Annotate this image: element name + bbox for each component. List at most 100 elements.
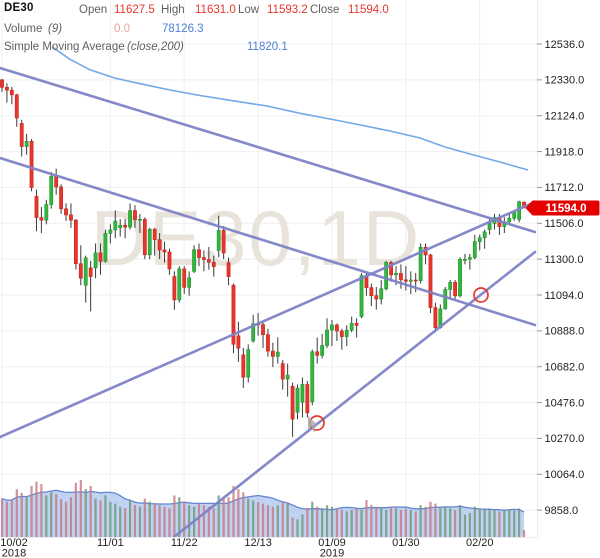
candle-body — [83, 257, 88, 286]
volume-bar — [202, 505, 206, 537]
volume-bar — [463, 514, 467, 537]
volume-bar — [483, 509, 486, 537]
candle-body — [44, 204, 49, 221]
candle-body — [467, 257, 472, 260]
candle-body — [310, 351, 315, 403]
candle-body — [5, 87, 9, 91]
volume-bar — [173, 495, 176, 537]
candle-body — [507, 217, 512, 223]
candle-body — [78, 263, 83, 279]
candle-body — [19, 123, 24, 147]
volume-bar — [124, 508, 127, 537]
volume-bar — [518, 508, 521, 537]
volume-bar — [444, 506, 447, 537]
volume-bar — [15, 489, 18, 537]
volume-bar — [360, 509, 363, 537]
volume-bar — [306, 508, 309, 537]
volume-bar — [257, 502, 260, 537]
sma-line[interactable] — [51, 46, 529, 171]
candle-body — [453, 281, 458, 297]
candle-body — [275, 351, 280, 357]
volume-bar — [183, 501, 186, 537]
annotation-circle[interactable] — [473, 287, 489, 303]
candle-body — [24, 141, 29, 147]
candle-body — [9, 89, 14, 96]
volume-bar — [109, 501, 112, 537]
volume-bar — [301, 514, 304, 537]
candle-body — [236, 335, 241, 349]
y-axis[interactable]: 12536.0 12330.0 12124.0 11918.0 11712.0 11506… — [537, 39, 584, 517]
volume-layer — [0, 480, 526, 537]
volume-bar — [291, 517, 294, 537]
y-axis-label: 11506.0 — [545, 218, 584, 230]
candle-body — [270, 350, 275, 357]
candle-body — [54, 175, 59, 188]
candle-body — [29, 141, 34, 188]
volume-bar — [163, 506, 166, 537]
volume-bar — [355, 508, 358, 537]
candle-body — [69, 214, 73, 221]
trend-line[interactable] — [0, 66, 537, 234]
candle-body — [133, 210, 137, 220]
trend-line[interactable] — [0, 200, 537, 439]
volume-bar — [276, 505, 279, 537]
y-axis-label: 10476.0 — [545, 397, 585, 409]
volume-bar — [217, 495, 220, 537]
volume-bar — [35, 481, 38, 537]
candle-body — [192, 249, 196, 272]
y-axis-label: 11094.0 — [545, 290, 584, 302]
y-axis-label: 12536.0 — [545, 39, 585, 51]
candle-body — [320, 345, 325, 356]
volume-bar — [439, 508, 442, 537]
volume-bar — [449, 508, 452, 537]
volume-bar — [237, 489, 240, 537]
candle-body — [280, 363, 285, 380]
candle-body — [290, 385, 295, 420]
volume-bar — [503, 509, 506, 537]
volume-bar — [69, 497, 73, 537]
candle-body — [408, 279, 413, 282]
candle-body — [418, 247, 423, 282]
volume-bar — [89, 485, 92, 537]
candle-body — [285, 374, 290, 380]
x-axis-label: 12/13 — [244, 537, 272, 549]
candle-body — [64, 208, 68, 216]
volume-bar — [335, 508, 338, 537]
volume-bar — [50, 492, 53, 537]
candle-body — [334, 324, 339, 332]
candle-body — [49, 175, 54, 205]
candle-body — [142, 218, 147, 256]
candle-body — [93, 252, 98, 269]
volume-bar — [153, 503, 156, 537]
candle-body — [147, 228, 152, 256]
volume-bar — [399, 509, 403, 537]
volume-bar — [316, 506, 319, 537]
candle-body — [339, 330, 344, 337]
candle-body — [433, 307, 438, 329]
volume-bar — [20, 492, 23, 537]
candle-body — [403, 279, 408, 282]
volume-bar — [40, 484, 43, 537]
x-axis-label: 11/01 — [97, 537, 124, 549]
volume-bar — [119, 506, 122, 537]
trend-line[interactable] — [0, 156, 537, 327]
volume-bar — [178, 497, 181, 537]
volume-bar — [493, 509, 496, 537]
volume-bar — [0, 498, 4, 537]
x-axis-label: 10/02 — [0, 537, 28, 549]
volume-bar — [296, 519, 299, 537]
y-axis-label: 11300.0 — [545, 254, 584, 266]
candle-body — [73, 219, 78, 264]
volume-bar — [212, 508, 215, 537]
candle-body — [295, 387, 300, 413]
candle-body — [344, 329, 349, 337]
y-axis-label: 10270.0 — [545, 433, 585, 445]
y-axis-label: 11712.0 — [545, 182, 584, 194]
volume-bar — [114, 503, 117, 537]
volume-bar — [247, 498, 250, 537]
candle-body — [487, 223, 492, 230]
volume-bar — [133, 504, 137, 537]
